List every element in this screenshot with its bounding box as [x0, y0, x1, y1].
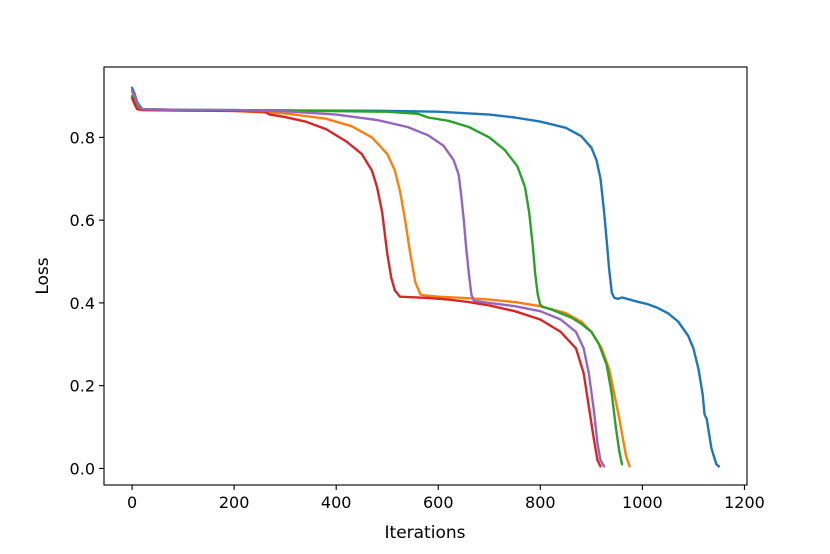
series-line-4	[130, 96, 602, 468]
x-axis-label: Iterations	[385, 523, 466, 543]
x-tick-label: 600	[423, 493, 454, 512]
x-tick-label: 1000	[622, 493, 663, 512]
x-tick-label: 1200	[724, 493, 765, 512]
x-axis-ticks: 0 200 400 600 800 1000 1200	[127, 485, 765, 512]
series-group	[130, 86, 721, 468]
y-tick-label: 0.6	[70, 211, 95, 230]
x-tick-label: 200	[219, 493, 250, 512]
y-axis-ticks: 0.0 0.2 0.4 0.6 0.8	[70, 128, 104, 478]
series-line-2	[130, 90, 631, 468]
x-tick-label: 400	[321, 493, 352, 512]
y-tick-label: 0.4	[70, 294, 95, 313]
y-tick-label: 0.0	[70, 459, 95, 478]
series-line-5	[130, 88, 606, 468]
series-line-3	[130, 94, 624, 466]
plot-frame	[103, 66, 748, 486]
x-tick-label: 800	[525, 493, 556, 512]
x-tick-label: 0	[127, 493, 137, 512]
y-tick-label: 0.2	[70, 377, 95, 396]
series-line-1	[130, 86, 721, 468]
y-axis-label: Loss	[33, 257, 53, 294]
y-tick-label: 0.8	[70, 128, 95, 147]
